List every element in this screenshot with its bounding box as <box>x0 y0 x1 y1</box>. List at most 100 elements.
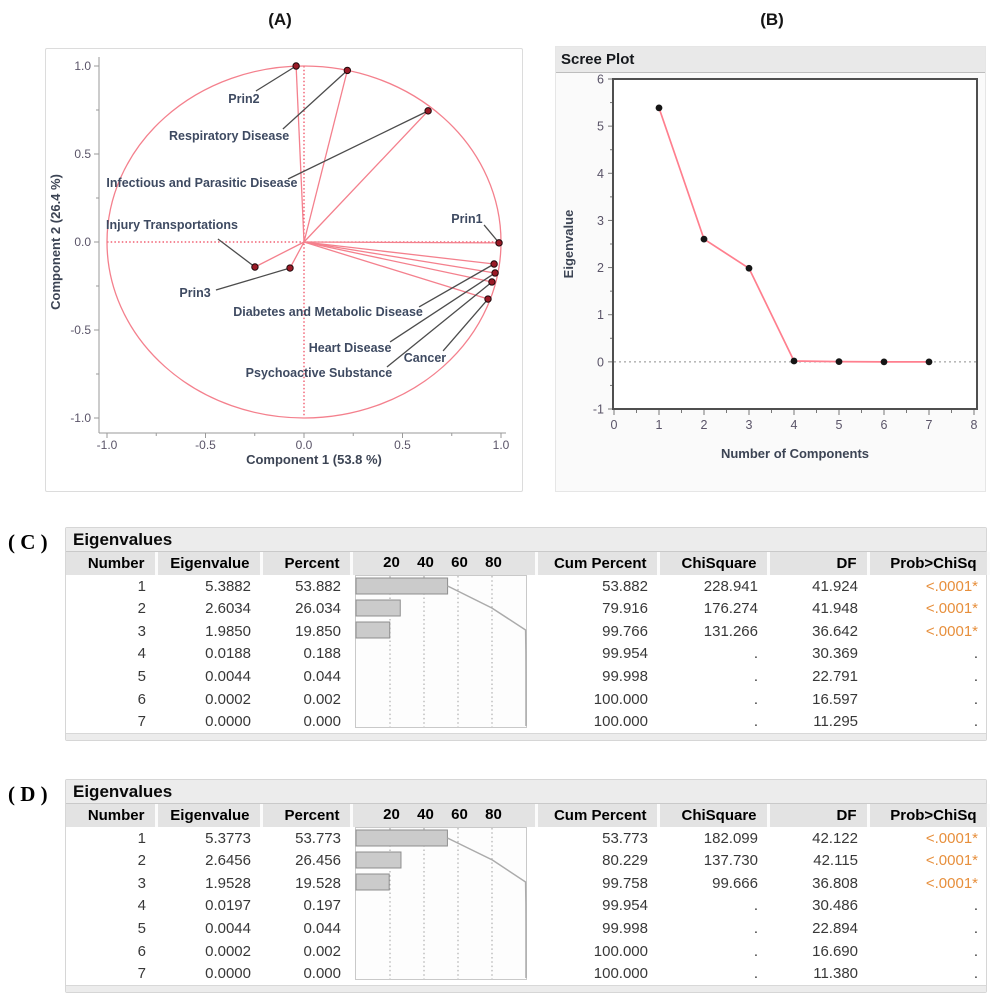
y-tick-label: -0.5 <box>70 323 91 337</box>
loading-vector <box>295 65 305 243</box>
cell-number: 6 <box>137 942 146 960</box>
cell-df: 11.380 <box>813 965 858 983</box>
plot-frame <box>612 78 978 410</box>
cell-df: 36.808 <box>812 874 858 892</box>
table-row: 7 0.0000 0.000 100.000. 11.380. <box>66 962 988 985</box>
cell-eigenvalue: 0.0044 <box>205 920 251 938</box>
cell-percent: 53.882 <box>295 577 341 595</box>
bar-chart-frame <box>355 575 527 728</box>
cell-number: 6 <box>137 690 146 708</box>
cell-cum-percent: 53.773 <box>602 829 648 847</box>
percent-bar-chart <box>351 827 536 985</box>
percent-bar-chart <box>351 575 536 733</box>
cell-number: 1 <box>137 829 146 847</box>
cell-cum-percent: 79.916 <box>602 600 648 618</box>
cell-prob-chisq: . <box>973 645 978 663</box>
cell-number: 3 <box>137 874 146 892</box>
bar-axis-tick-label: 20 <box>383 554 400 571</box>
cumulative-percent-line <box>447 585 527 726</box>
cell-eigenvalue: 0.0000 <box>205 965 251 983</box>
cell-df: 16.690 <box>812 942 858 960</box>
cell-chisquare: 176.274 <box>703 600 758 618</box>
y-tick-label: 4 <box>597 167 604 181</box>
cell-number: 5 <box>137 920 146 938</box>
percent-bar-chart-svg <box>355 827 527 980</box>
cell-number: 3 <box>137 622 146 640</box>
cell-percent: 0.044 <box>303 920 341 938</box>
loading-point <box>251 263 259 271</box>
table-row: 2 2.6034 26.034 79.916 176.274 41.948 <.0001* <box>66 598 988 621</box>
cell-prob-chisq: . <box>973 668 978 686</box>
cell-prob-chisq: . <box>973 897 978 915</box>
y-axis-title: Component 2 (26.4 %) <box>48 174 63 310</box>
cell-chisquare: 137.730 <box>703 852 758 870</box>
point-label: Respiratory Disease <box>169 129 289 143</box>
cell-percent: 53.773 <box>295 829 341 847</box>
x-tick-label: 5 <box>836 418 843 432</box>
percent-bar <box>355 621 391 639</box>
cell-cum-percent: 100.000 <box>593 690 648 708</box>
column-header-number: Number <box>66 552 158 575</box>
x-tick-label: -0.5 <box>195 438 216 452</box>
cell-eigenvalue: 2.6034 <box>205 600 251 618</box>
cell-percent: 0.002 <box>303 690 341 708</box>
section-bottom-strip <box>66 985 986 992</box>
column-header-chisquare: ChiSquare <box>658 552 770 575</box>
leader-line <box>389 272 496 343</box>
cell-eigenvalue: 0.0044 <box>205 668 251 686</box>
percent-bar <box>355 829 448 847</box>
cell-eigenvalue: 0.0002 <box>205 942 251 960</box>
loading-point <box>343 66 352 75</box>
table-row: 4 0.0197 0.197 99.954. 30.486. <box>66 895 988 918</box>
bar-axis-tick-label: 40 <box>417 806 434 823</box>
cell-cum-percent: 99.954 <box>602 645 648 663</box>
point-label: Diabetes and Metabolic Disease <box>233 305 423 319</box>
loading-point <box>491 269 499 277</box>
x-tick-label: 0.0 <box>296 438 313 452</box>
loading-point <box>484 295 492 303</box>
cell-chisquare: . <box>753 645 758 663</box>
cell-chisquare: . <box>753 965 758 983</box>
loading-vector <box>303 110 429 243</box>
x-tick-label: 1.0 <box>493 438 510 452</box>
column-header-df: DF <box>768 804 870 827</box>
y-tick-label: 1.0 <box>74 59 91 73</box>
column-header-cum-percent: Cum Percent <box>536 552 660 575</box>
bar-axis-tick-label: 80 <box>485 806 502 823</box>
cell-eigenvalue: 2.6456 <box>205 852 251 870</box>
loading-point <box>490 260 498 268</box>
scree-point <box>745 264 753 272</box>
table-row: 5 0.0044 0.044 99.998. 22.894. <box>66 917 988 940</box>
column-header-number: Number <box>66 804 158 827</box>
cell-prob-chisq: . <box>973 690 978 708</box>
column-header-df: DF <box>768 552 870 575</box>
cell-number: 2 <box>137 600 146 618</box>
scree-plot-panel: Scree Plot -1 0 1 2 3 4 5 6 0 1 2 3 4 5 6 7 8 Number of C… <box>555 46 986 492</box>
cell-prob-chisq: . <box>973 713 978 731</box>
y-tick-label: 3 <box>597 214 604 228</box>
leader-line <box>483 224 500 244</box>
point-label: Prin1 <box>451 212 482 226</box>
y-tick-label: -1 <box>593 403 604 417</box>
cell-df: 11.295 <box>813 713 858 731</box>
loading-point <box>488 278 496 286</box>
cell-percent: 0.002 <box>303 942 341 960</box>
y-tick-label: 5 <box>597 120 604 134</box>
cell-chisquare: . <box>753 942 758 960</box>
cell-percent: 19.528 <box>295 874 341 892</box>
point-label: Cancer <box>404 351 447 365</box>
y-tick-label: -1.0 <box>70 411 91 425</box>
loading-point <box>495 239 503 247</box>
cell-eigenvalue: 1.9528 <box>205 874 251 892</box>
x-tick-label: 0 <box>611 418 618 432</box>
table-row: 1 5.3882 53.882 53.882 228.941 41.924 <.0001* <box>66 575 988 728</box>
eigenvalues-title-d: Eigenvalues <box>66 780 986 804</box>
eigenvalues-section-d: Eigenvalues Number Eigenvalue Percent 20 40 6… <box>65 779 990 993</box>
percent-bar-chart-svg <box>355 575 527 728</box>
cell-chisquare: . <box>753 713 758 731</box>
percent-bar <box>355 599 401 617</box>
cell-cum-percent: 100.000 <box>593 713 648 731</box>
cell-chisquare: . <box>753 920 758 938</box>
cell-percent: 0.044 <box>303 668 341 686</box>
